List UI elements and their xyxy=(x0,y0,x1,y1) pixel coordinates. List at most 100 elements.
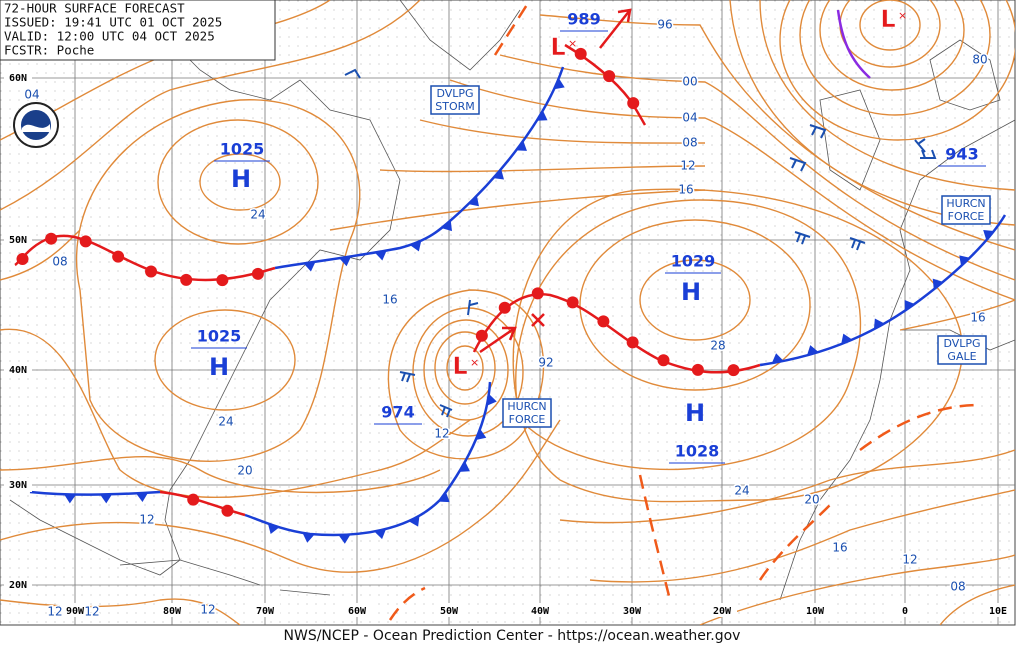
front-symbol xyxy=(475,428,487,440)
high-symbol: H xyxy=(685,399,705,427)
front-symbol xyxy=(932,278,944,290)
front-symbol xyxy=(531,287,544,300)
warning-label: FORCE xyxy=(509,413,546,426)
front-symbol xyxy=(554,78,565,90)
isobar-label: 24 xyxy=(218,415,233,429)
isobar-label: 04 xyxy=(24,88,39,102)
wind-barbs xyxy=(344,68,937,418)
trough xyxy=(388,586,426,621)
lon-label-box xyxy=(250,603,280,617)
front-symbol xyxy=(807,345,819,356)
header-line: ISSUED: 19:41 UTC 01 OCT 2025 xyxy=(4,15,222,30)
front-symbol xyxy=(79,235,92,248)
lat-label-box xyxy=(4,233,32,247)
isobar-label: 20 xyxy=(237,464,252,478)
isobar-label: 08 xyxy=(950,580,965,594)
isobar-label: 04 xyxy=(682,111,697,125)
front-symbol xyxy=(468,195,479,207)
cold-front xyxy=(244,381,492,537)
front-symbol xyxy=(136,492,149,502)
high-symbol: H xyxy=(681,278,701,306)
front-symbol xyxy=(100,494,113,504)
front-symbol xyxy=(536,110,548,121)
isobar-label: 20 xyxy=(804,493,819,507)
lon-label-box xyxy=(617,603,647,617)
lon-label-box xyxy=(800,603,830,617)
longitude-label: 90W xyxy=(66,606,85,617)
trough xyxy=(638,474,672,601)
lon-label-box xyxy=(525,603,555,617)
cold-front xyxy=(29,490,161,496)
front-symbol xyxy=(983,229,994,241)
low-pressure: 943 xyxy=(945,145,978,164)
latitude-label: 50N xyxy=(9,235,27,246)
front-symbol xyxy=(841,333,853,345)
warning-label: HURCN xyxy=(507,400,546,413)
isobar-label: 16 xyxy=(678,183,693,197)
lat-label-box xyxy=(4,71,32,85)
front-symbol xyxy=(516,140,527,151)
front-symbol xyxy=(251,267,264,280)
front-symbol xyxy=(691,363,704,376)
front-symbol xyxy=(498,301,511,314)
header-box xyxy=(0,0,276,61)
front-symbol xyxy=(627,97,640,110)
lat-label-box xyxy=(4,478,32,492)
front-symbol xyxy=(727,364,740,377)
warning-box xyxy=(502,398,552,428)
longitude-label: 40W xyxy=(531,606,550,617)
front-symbol xyxy=(438,491,450,503)
occluded-front xyxy=(836,9,871,79)
lon-label-box xyxy=(342,603,372,617)
trough xyxy=(859,403,981,452)
front-symbol xyxy=(221,504,234,517)
isobar-label: 08 xyxy=(682,136,697,150)
warning-box xyxy=(941,195,991,225)
low-symbol: L xyxy=(550,33,565,61)
front-symbol xyxy=(374,529,387,540)
front-symbol xyxy=(597,315,610,328)
front-symbol xyxy=(112,250,125,263)
front-symbol xyxy=(603,70,616,83)
front-symbol xyxy=(216,274,229,287)
longitude-label: 20W xyxy=(713,606,732,617)
motion-arrows xyxy=(479,8,632,354)
front-symbol xyxy=(187,493,200,506)
isobar-label: 96 xyxy=(657,18,672,32)
high-pressure: 1025 xyxy=(220,140,265,159)
trough xyxy=(758,504,831,581)
latitude-label: 40N xyxy=(9,365,27,376)
lon-label-box xyxy=(60,603,90,617)
high-symbol: H xyxy=(231,165,251,193)
warning-label: FORCE xyxy=(948,210,985,223)
warning-box xyxy=(937,335,987,365)
warm-front xyxy=(159,490,246,517)
isobar-label: 16 xyxy=(970,311,985,325)
header-line: FCSTR: Poche xyxy=(4,43,94,58)
front-symbol xyxy=(374,250,387,261)
isobar-label: 92 xyxy=(538,356,553,370)
front-symbol xyxy=(64,494,77,504)
front-symbol xyxy=(486,393,497,406)
cold-front xyxy=(274,66,565,270)
front-symbol xyxy=(626,336,639,349)
noaa-logo xyxy=(13,102,59,148)
front-symbol xyxy=(493,169,504,180)
trough xyxy=(493,0,532,56)
high-pressure: 1025 xyxy=(197,327,242,346)
header-line: VALID: 12:00 UTC 04 OCT 2025 xyxy=(4,29,215,44)
front-symbol xyxy=(339,256,352,267)
isobar-label: 12 xyxy=(84,605,99,619)
longitude-label: 60W xyxy=(348,606,367,617)
isobar-label: 12 xyxy=(902,553,917,567)
front-symbol xyxy=(566,296,579,309)
high-pressure: 1028 xyxy=(675,442,720,461)
low-pressure: 989 xyxy=(567,10,600,29)
isobar-label: 12 xyxy=(47,605,62,619)
lon-label-box xyxy=(707,603,737,617)
front-symbol xyxy=(410,240,422,252)
latitude-label: 20N xyxy=(9,580,27,591)
longitude-label: 0 xyxy=(902,606,908,617)
warning-box xyxy=(430,85,480,115)
